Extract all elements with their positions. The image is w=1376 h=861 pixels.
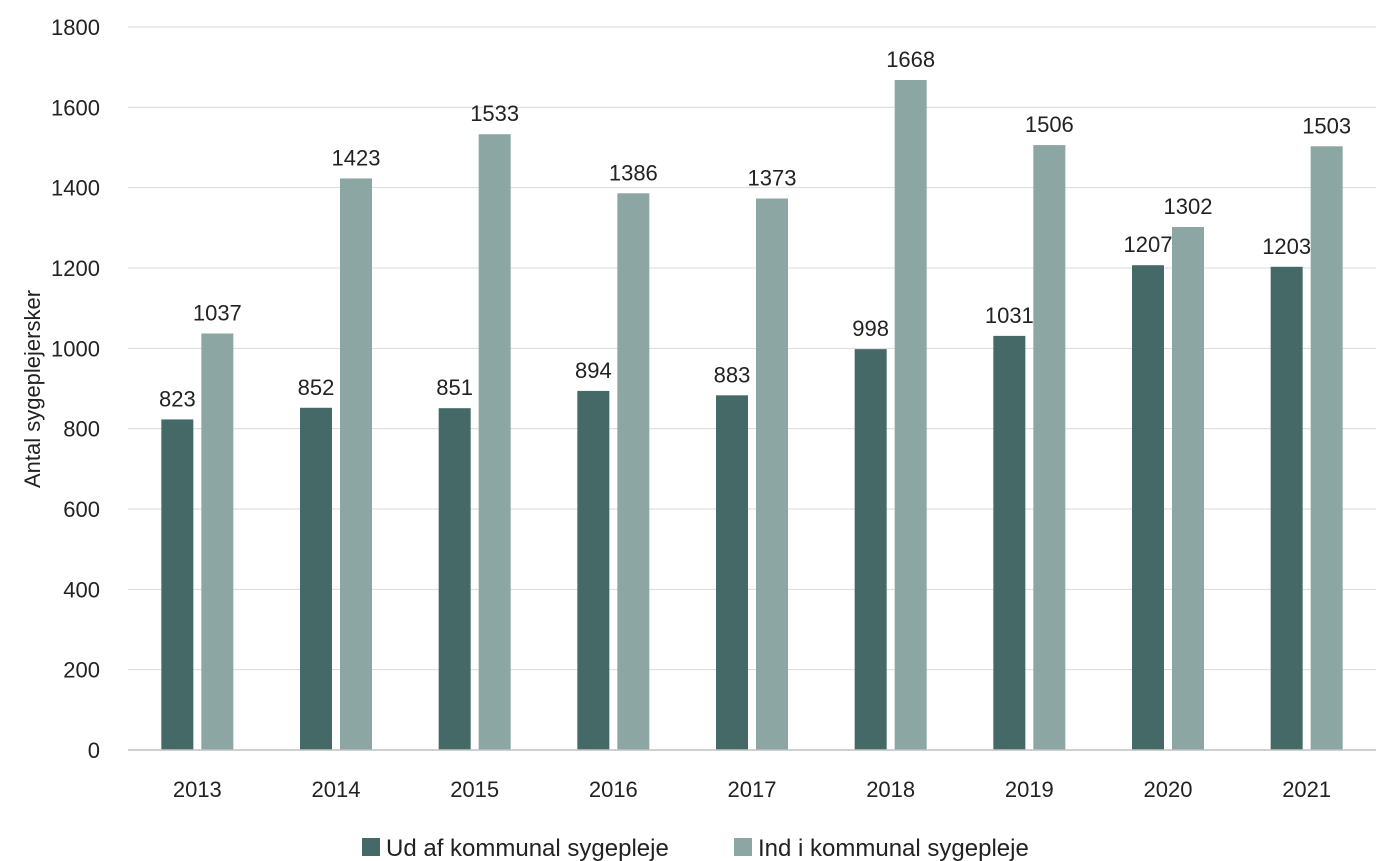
- bar-ud-2017: [716, 395, 748, 750]
- bar-ud-2018: [854, 349, 887, 750]
- bar-ind-2018: [894, 80, 927, 750]
- y-axis-ticks: 0 200 400 600 800 1000 1200 1400 1600 1800: [51, 15, 100, 763]
- y-axis-title: Antal sygeplejersker: [20, 290, 45, 488]
- data-label: 894: [575, 358, 612, 383]
- y-tick-label: 0: [88, 738, 100, 763]
- x-tick-label: 2016: [589, 777, 638, 802]
- data-label: 1533: [470, 101, 519, 126]
- bar-ud-2014: [300, 407, 332, 750]
- bar-ind-2020: [1172, 227, 1204, 750]
- bar-ud-2021: [1270, 266, 1303, 750]
- data-label: 883: [714, 362, 751, 387]
- legend-swatch: [734, 838, 752, 856]
- data-label: 1031: [985, 303, 1034, 328]
- x-tick-label: 2019: [1005, 777, 1054, 802]
- bar-ud-2019: [993, 335, 1026, 750]
- bar-ud-2020: [1132, 265, 1164, 750]
- legend: Ud af kommunal sygepleje Ind i kommunal s…: [362, 835, 1029, 861]
- data-label: 1373: [748, 166, 797, 191]
- x-tick-label: 2013: [173, 777, 222, 802]
- data-label: 1668: [886, 47, 935, 72]
- bar-ud-2016: [577, 390, 610, 750]
- data-label: 1037: [193, 300, 242, 325]
- y-tick-label: 600: [63, 497, 100, 522]
- bar-ind-2017: [756, 198, 788, 751]
- x-tick-label: 2021: [1282, 777, 1331, 802]
- y-tick-label: 400: [63, 577, 100, 602]
- data-label: 1386: [609, 160, 658, 185]
- data-label: 852: [298, 375, 335, 400]
- gridlines: [128, 26, 1376, 671]
- data-label: 1506: [1025, 112, 1074, 137]
- data-label: 1207: [1124, 232, 1173, 257]
- y-tick-label: 1400: [51, 176, 100, 201]
- x-tick-label: 2018: [866, 777, 915, 802]
- bar-ind-2019: [1033, 145, 1066, 751]
- x-tick-label: 2014: [312, 777, 361, 802]
- data-label: 1503: [1302, 113, 1351, 138]
- data-label: 998: [852, 316, 889, 341]
- data-label: 823: [159, 386, 196, 411]
- y-tick-label: 1000: [51, 336, 100, 361]
- bar-ind-2016: [617, 193, 650, 751]
- data-label: 1302: [1164, 194, 1213, 219]
- bar-ind-2015: [478, 134, 511, 750]
- legend-swatch: [362, 838, 380, 856]
- data-labels: 823 1037 852 1423 851 1533 894 1386 883 1373 998 16…: [159, 47, 1351, 411]
- y-tick-label: 200: [63, 658, 100, 683]
- x-tick-label: 2017: [728, 777, 777, 802]
- data-label: 1203: [1262, 234, 1311, 259]
- bars: [161, 80, 1343, 751]
- x-tick-label: 2020: [1144, 777, 1193, 802]
- data-label: 1423: [332, 145, 381, 170]
- data-label: 851: [436, 375, 473, 400]
- legend-label: Ud af kommunal sygepleje: [386, 835, 669, 861]
- y-tick-label: 800: [63, 417, 100, 442]
- bar-ind-2021: [1310, 146, 1343, 751]
- bar-ind-2013: [201, 333, 234, 750]
- x-axis-ticks: 2013 2014 2015 2016 2017 2018 2019 2020 2021: [173, 777, 1331, 802]
- legend-label: Ind i kommunal sygepleje: [758, 835, 1029, 861]
- y-tick-label: 1800: [51, 15, 100, 40]
- bar-ind-2014: [340, 178, 372, 750]
- x-tick-label: 2015: [450, 777, 499, 802]
- y-tick-label: 1200: [51, 256, 100, 281]
- bar-ud-2015: [438, 408, 471, 750]
- bar-ud-2013: [161, 419, 194, 750]
- y-tick-label: 1600: [51, 95, 100, 120]
